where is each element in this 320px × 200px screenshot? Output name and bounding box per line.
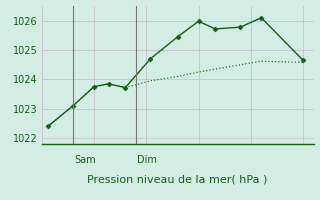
Text: Sam: Sam — [74, 155, 96, 165]
Text: Dim: Dim — [137, 155, 157, 165]
Text: Pression niveau de la mer( hPa ): Pression niveau de la mer( hPa ) — [87, 174, 268, 184]
